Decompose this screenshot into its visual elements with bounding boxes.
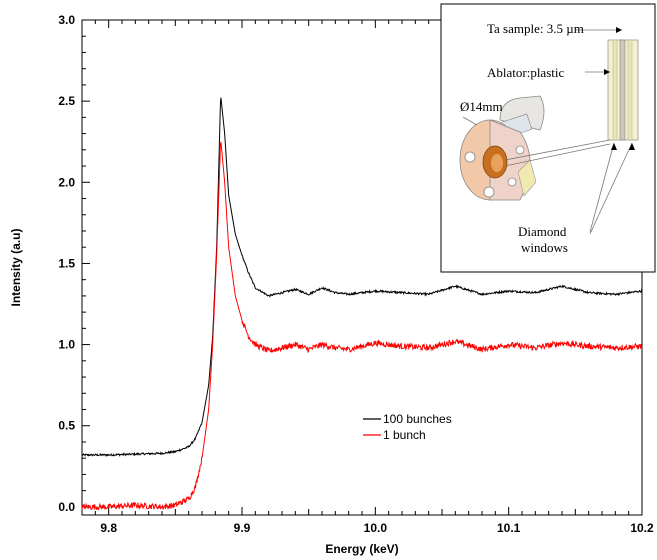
- x-tick-label: 10.0: [364, 521, 388, 535]
- series-layer: [81, 97, 643, 511]
- inset-label-windows: windows: [521, 240, 568, 255]
- x-tick-label: 10.2: [630, 521, 654, 535]
- leader-arrowheads: [604, 27, 635, 150]
- series-line-1-bunch: [81, 141, 643, 511]
- x-tick-label: 9.9: [234, 521, 251, 535]
- inset-label-diameter: Ø14mm: [460, 99, 503, 114]
- y-tick-label: 0.0: [58, 500, 75, 514]
- y-tick-label: 2.5: [58, 94, 75, 108]
- legend: 100 bunches 1 bunch: [363, 412, 452, 442]
- target-schematic-inset: Ta sample: 3.5 µm Ablator:plastic Ø14mm …: [440, 3, 656, 273]
- y-tick-label: 1.5: [58, 256, 75, 270]
- x-tick-label: 9.8: [100, 521, 117, 535]
- series-line-100-bunches: [81, 97, 643, 457]
- inset-label-ablator: Ablator:plastic: [487, 65, 564, 80]
- target-holder-drawing: [459, 95, 545, 201]
- y-axis-title: Intensity (a.u): [9, 228, 23, 306]
- legend-label-100-bunches: 100 bunches: [383, 412, 452, 426]
- leader-lines: [462, 29, 633, 235]
- sample-cross-section: [607, 39, 639, 141]
- y-tick-label: 1.0: [58, 338, 75, 352]
- y-tick-label: 2.0: [58, 175, 75, 189]
- y-tick-label: 3.0: [58, 13, 75, 27]
- y-tick-label: 0.5: [58, 419, 75, 433]
- inset-label-ta-sample: Ta sample: 3.5 µm: [487, 21, 584, 36]
- legend-label-1-bunch: 1 bunch: [383, 428, 426, 442]
- x-tick-label: 10.1: [497, 521, 521, 535]
- x-axis-title: Energy (keV): [325, 542, 398, 556]
- ticks-layer: 9.8 9.9 10.0 10.1 10.2 0.0 0.5 1.0 1.5 2.0 2.5 3.0: [58, 13, 654, 535]
- inset-label-diamond: Diamond: [518, 224, 567, 239]
